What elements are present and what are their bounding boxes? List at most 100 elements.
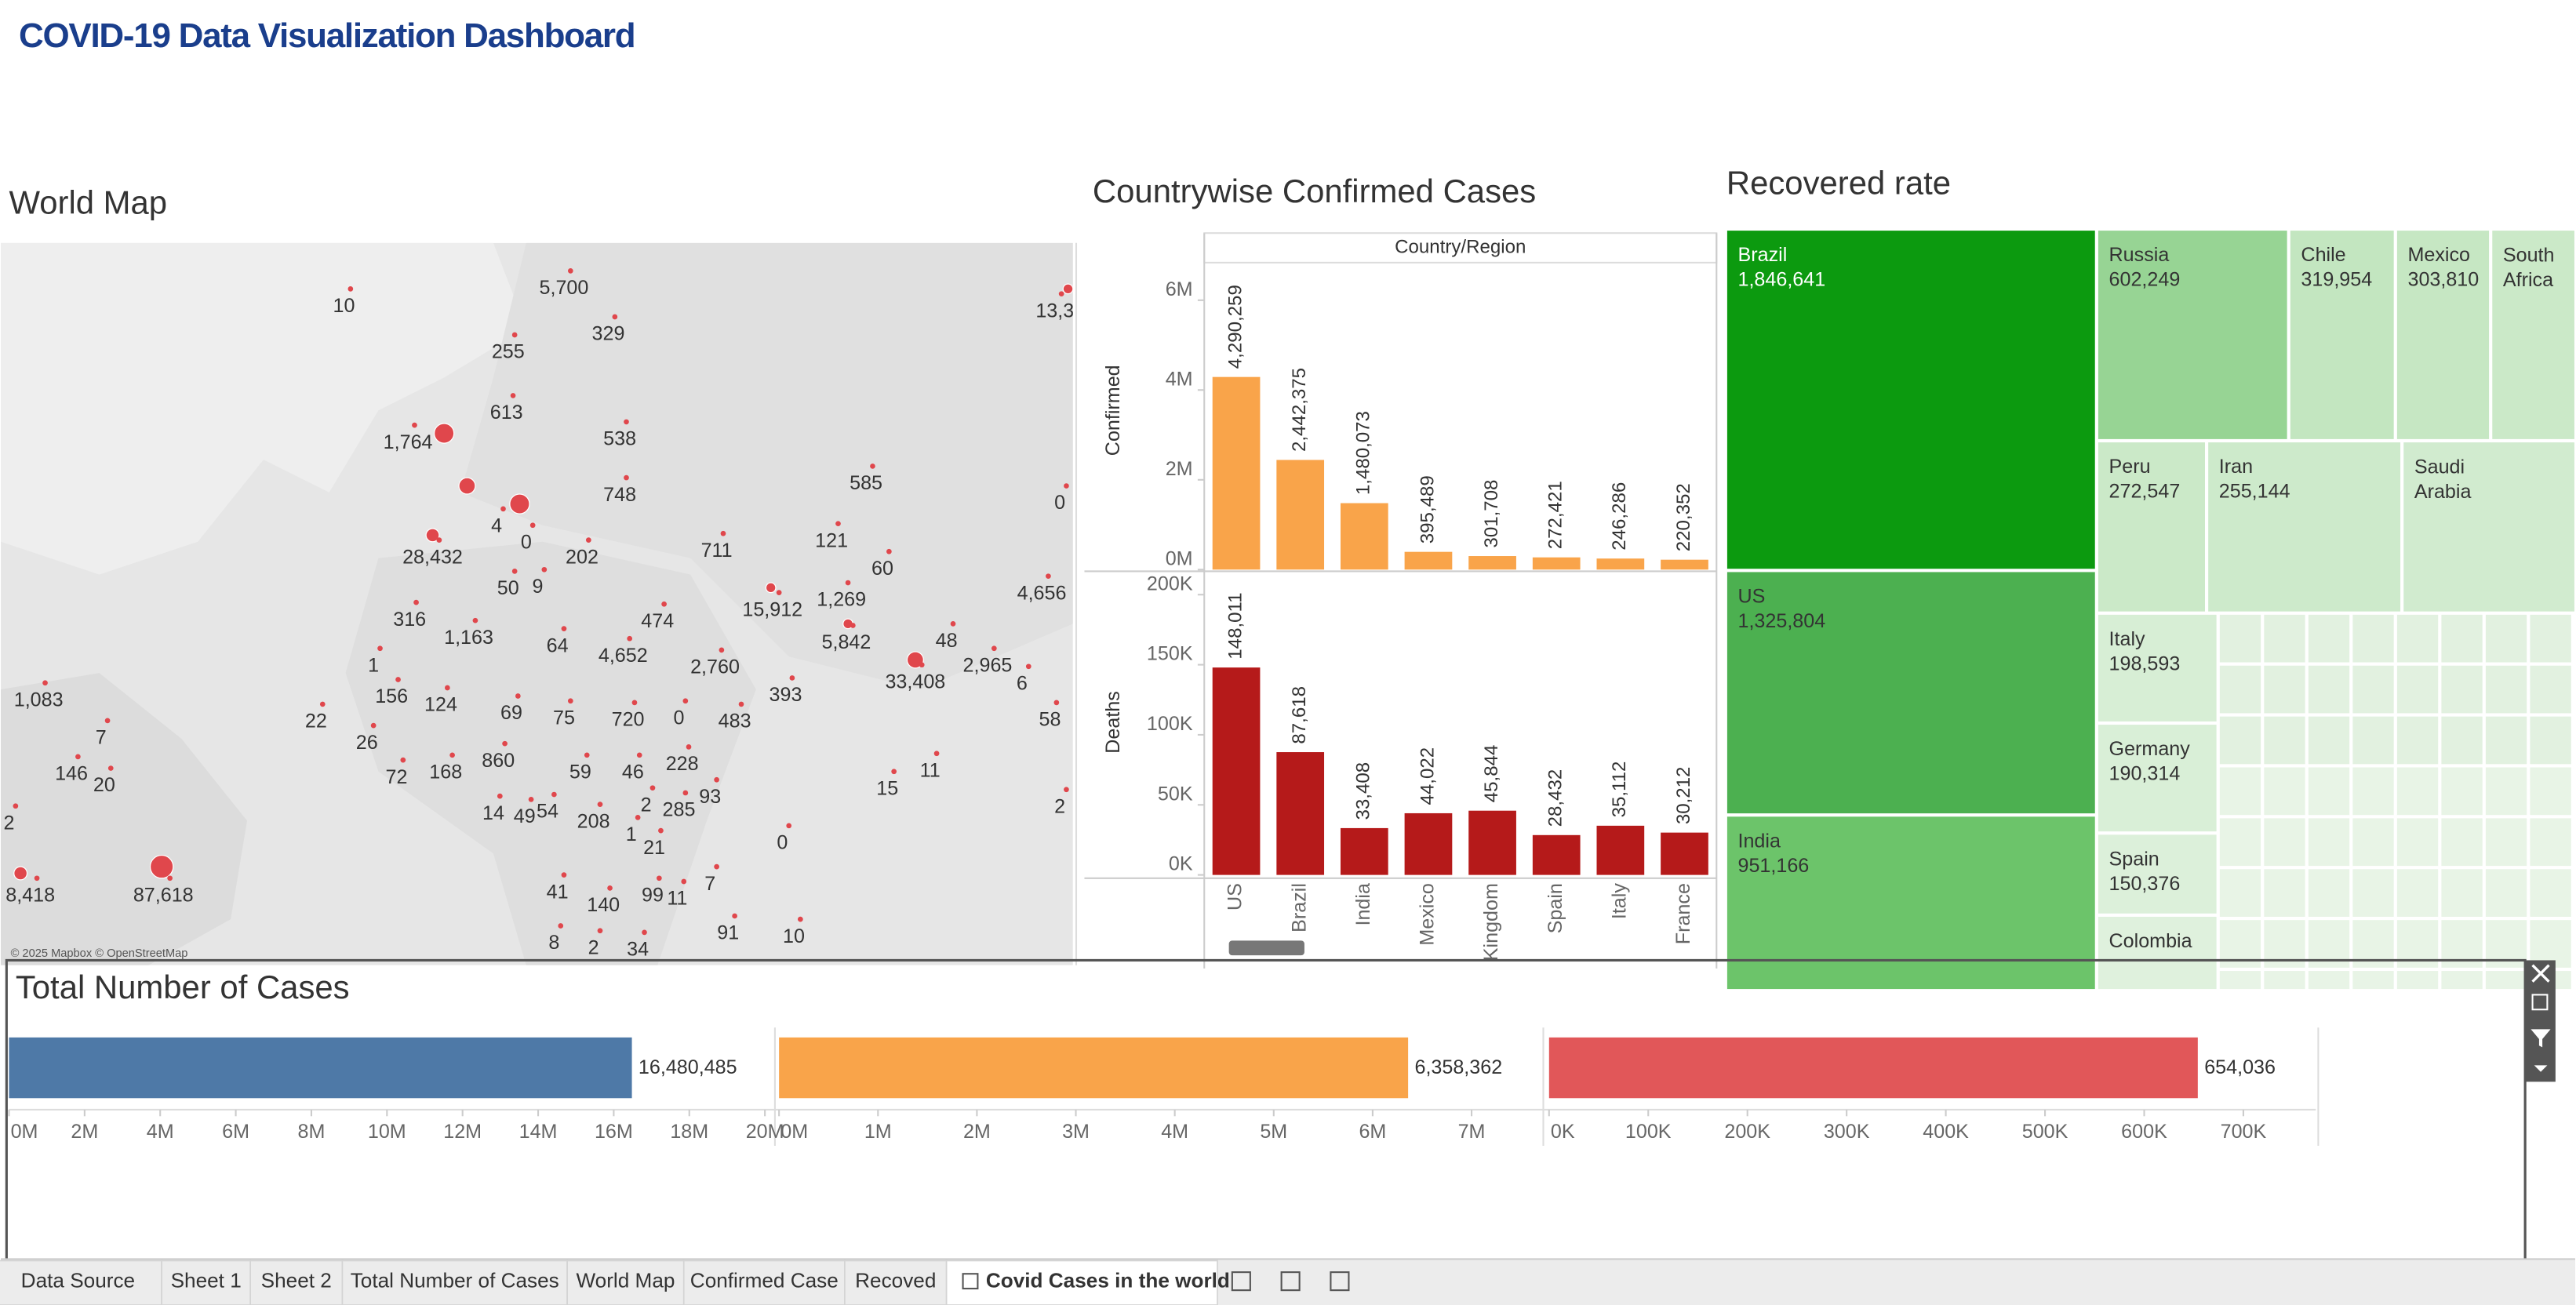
map-label: 11 <box>920 759 941 781</box>
treemap-value: 272,547 <box>2109 481 2181 503</box>
bar <box>1404 551 1453 570</box>
tab-label[interactable]: Total Number of Cases <box>351 1269 559 1292</box>
bar-value-label: 35,112 <box>1609 762 1630 818</box>
tab-label[interactable]: Recoved <box>855 1269 936 1292</box>
x-tick-label: India <box>1352 883 1374 925</box>
x-tick-label: 0M <box>11 1121 38 1143</box>
tab[interactable] <box>682 1260 846 1305</box>
new-dashboard-icon[interactable] <box>1280 1271 1301 1292</box>
tab-label[interactable]: Confirmed Case <box>690 1269 839 1292</box>
bar-value-label: 1,480,073 <box>1353 411 1374 495</box>
map-dot <box>870 463 875 469</box>
bar <box>1212 376 1261 570</box>
tab-label[interactable]: Covid Cases in the world <box>986 1269 1230 1292</box>
bar-value-label: 395,489 <box>1417 475 1438 543</box>
map-dot <box>786 823 792 829</box>
bar-value-label: 30,212 <box>1673 767 1694 825</box>
new-story-icon[interactable] <box>1330 1271 1350 1292</box>
map-label: 41 <box>547 881 569 903</box>
map-label: 121 <box>815 529 848 551</box>
map-dot <box>561 872 567 878</box>
tab[interactable] <box>844 1260 948 1305</box>
treemap-small-cell <box>2440 969 2484 991</box>
x-tick-label: 6M <box>1359 1121 1386 1143</box>
map-label: 50 <box>497 577 519 599</box>
x-tick-label: Italy <box>1608 883 1630 919</box>
x-tick-label: France <box>1672 883 1694 944</box>
map-title: World Map <box>9 184 167 221</box>
popout-icon[interactable] <box>2531 994 2549 1011</box>
treemap-label: Saudi Arabia <box>2414 456 2472 502</box>
map-label: 474 <box>641 610 674 632</box>
map-dot <box>42 680 48 686</box>
map-dot <box>624 474 629 481</box>
treemap-label: Spain <box>2109 848 2159 870</box>
bar-charts: Confirmed 0M 2M 4M 6M 4,290,259 2,442,375 1,480… <box>1102 278 1708 1023</box>
x-tick-label: 16M <box>595 1121 633 1143</box>
map-attribution: © 2025 Mapbox © OpenStreetMap <box>11 947 188 960</box>
treemap-label: South Africa <box>2503 244 2555 290</box>
map-label: 0 <box>1054 492 1065 514</box>
menu-icon[interactable] <box>2534 1065 2548 1072</box>
scroll-handle[interactable] <box>1228 940 1304 956</box>
filter-icon[interactable] <box>2531 1029 2551 1048</box>
map-label: 21 <box>643 837 665 859</box>
x-tick-label: 500K <box>2022 1121 2068 1143</box>
x-tick-label: United Kingdom <box>1480 883 1502 1023</box>
bar <box>1548 1037 2198 1099</box>
map-label: 8 <box>548 932 559 954</box>
map-dot <box>845 580 851 586</box>
treemap-small-cell <box>2262 714 2307 766</box>
treemap-small-cell <box>2572 969 2576 991</box>
tab-label[interactable]: Sheet 1 <box>171 1269 242 1292</box>
map-dot <box>850 623 856 628</box>
map-dot <box>714 776 719 783</box>
map-label: 22 <box>305 711 327 732</box>
y-tick-label: 150K <box>1147 643 1193 665</box>
map-label: 585 <box>850 472 882 494</box>
bar <box>779 1037 1409 1099</box>
map-dot <box>950 621 956 627</box>
grid-icon <box>962 1273 979 1290</box>
treemap-small-cell <box>2351 714 2396 766</box>
treemap-cell <box>2207 440 2403 613</box>
treemap-cell <box>2096 833 2218 915</box>
tab-label[interactable]: Data Source <box>21 1269 135 1292</box>
map-dot <box>1053 700 1060 706</box>
map-label: 1,764 <box>384 431 433 453</box>
tab[interactable] <box>945 1260 1218 1305</box>
tab[interactable] <box>566 1260 685 1305</box>
map-label: 202 <box>566 546 599 568</box>
column-header-label: Country/Region <box>1395 236 1526 257</box>
bar <box>1468 810 1516 875</box>
treemap-label: India <box>1738 830 1781 852</box>
new-sheet-icon[interactable] <box>1231 1271 1251 1292</box>
map-dot <box>612 314 618 320</box>
map-dot <box>657 875 662 882</box>
map-label: 59 <box>569 761 591 783</box>
treemap-label: Italy <box>2109 628 2145 650</box>
x-tick-label: 700K <box>2221 1121 2267 1143</box>
dashboard-title: COVID-19 Data Visualization Dashboard <box>19 16 635 55</box>
x-tick-label: 0M <box>780 1121 808 1143</box>
tab-label[interactable]: World Map <box>576 1269 675 1292</box>
map-dot <box>497 793 503 799</box>
map-dot <box>1064 787 1069 793</box>
map-dot <box>413 599 419 605</box>
map-dot <box>681 878 687 885</box>
toolbar-bg <box>2526 960 2556 1082</box>
x-tick-label: Brazil <box>1288 883 1310 932</box>
treemap-small-cell <box>2351 969 2396 991</box>
tab-label[interactable]: Sheet 2 <box>261 1269 332 1292</box>
map-label: 4 <box>491 515 502 537</box>
y-tick-label: 0M <box>1166 547 1193 569</box>
close-icon[interactable] <box>2531 964 2550 983</box>
map-dot <box>529 522 536 529</box>
treemap-small-cell <box>2483 969 2529 991</box>
treemap-label: Colombia <box>2109 930 2192 952</box>
x-tick-label: 8M <box>298 1121 326 1143</box>
tab[interactable] <box>0 1260 162 1305</box>
map-dot <box>732 913 737 919</box>
tab[interactable] <box>249 1260 344 1305</box>
map-dot <box>642 929 647 936</box>
